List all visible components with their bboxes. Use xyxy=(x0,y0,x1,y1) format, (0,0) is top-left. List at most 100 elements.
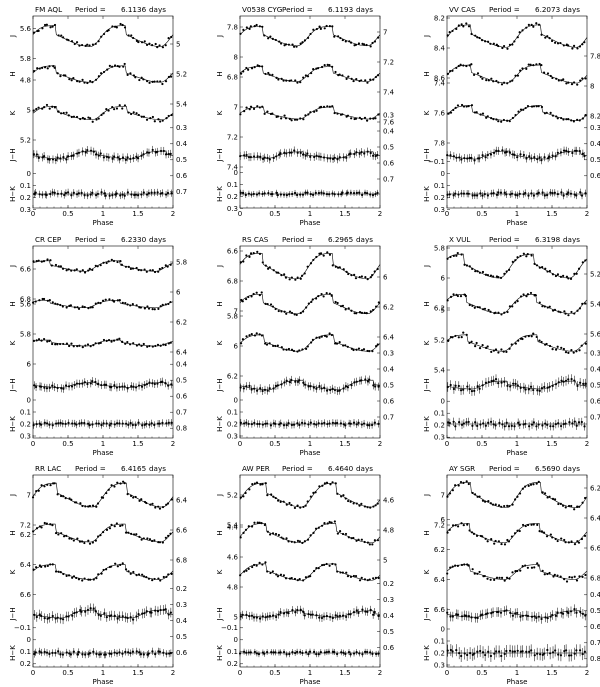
data-point xyxy=(33,192,36,196)
y-tick-label: 0.8 xyxy=(176,425,187,433)
data-point xyxy=(170,572,173,576)
data-point xyxy=(118,385,121,389)
y-tick-label: 0.7 xyxy=(176,409,187,417)
data-point xyxy=(581,612,585,615)
data-point xyxy=(355,191,358,194)
data-point xyxy=(363,116,367,119)
data-point xyxy=(271,112,274,115)
data-point xyxy=(341,38,344,42)
data-point xyxy=(369,151,372,155)
data-point xyxy=(492,42,495,45)
data-point xyxy=(451,524,455,527)
data-point xyxy=(38,67,41,70)
data-point xyxy=(576,505,579,508)
y-tick-label: 0.2 xyxy=(383,580,394,588)
data-point xyxy=(561,504,565,507)
data-point xyxy=(565,580,569,583)
data-point xyxy=(535,63,538,66)
data-point xyxy=(285,194,288,197)
data-point xyxy=(530,649,533,652)
data-point xyxy=(46,158,50,161)
data-point xyxy=(113,485,116,488)
data-point xyxy=(115,26,118,29)
data-point xyxy=(113,423,116,426)
data-point xyxy=(53,66,56,69)
data-point xyxy=(468,64,471,67)
data-point xyxy=(306,191,309,194)
data-point xyxy=(293,577,297,581)
data-point xyxy=(455,156,458,159)
model-curve xyxy=(32,339,174,347)
data-point xyxy=(331,157,335,161)
data-point xyxy=(272,495,275,498)
data-point xyxy=(350,117,353,120)
data-point xyxy=(65,306,68,309)
period-unit: days xyxy=(563,5,580,14)
y-tick-label: 0.4 xyxy=(590,140,600,148)
data-point xyxy=(167,534,170,537)
data-point xyxy=(65,615,68,618)
data-point xyxy=(59,342,62,346)
data-point xyxy=(328,422,331,425)
x-tick-label: 0.5 xyxy=(62,669,73,677)
data-point xyxy=(334,342,337,345)
data-point xyxy=(490,380,493,383)
data-point xyxy=(476,270,479,273)
data-point xyxy=(322,156,326,159)
data-point xyxy=(67,615,70,618)
data-point xyxy=(274,422,277,425)
data-point xyxy=(451,29,454,33)
data-point xyxy=(264,72,267,76)
data-point xyxy=(567,44,570,47)
data-point xyxy=(509,193,512,196)
data-point xyxy=(76,152,79,155)
period-label: Period = xyxy=(282,5,313,14)
data-point xyxy=(81,504,84,508)
data-point xyxy=(103,192,106,195)
data-point xyxy=(549,615,552,618)
data-point xyxy=(309,385,312,388)
data-point xyxy=(452,108,455,112)
data-point xyxy=(282,537,285,540)
data-point xyxy=(492,379,495,382)
data-point xyxy=(79,117,82,121)
data-point xyxy=(119,524,122,528)
y-tick-label: 0.7 xyxy=(590,413,600,421)
data-point xyxy=(511,571,514,574)
period-value: 6.2965 xyxy=(328,235,353,244)
data-point xyxy=(89,193,92,196)
data-point xyxy=(242,70,245,73)
data-point xyxy=(150,422,153,425)
data-point xyxy=(290,79,293,82)
data-point xyxy=(59,653,62,656)
data-point xyxy=(372,154,375,157)
data-point xyxy=(83,271,87,274)
data-point xyxy=(505,150,508,154)
data-point xyxy=(349,653,352,656)
data-point xyxy=(123,26,127,29)
data-point xyxy=(73,42,76,46)
data-point xyxy=(248,384,251,387)
data-point xyxy=(266,422,269,425)
data-point xyxy=(326,522,329,525)
data-point xyxy=(478,387,481,390)
data-point xyxy=(123,482,126,485)
data-point xyxy=(253,387,256,390)
data-point xyxy=(542,71,546,74)
data-point xyxy=(170,383,173,386)
data-point xyxy=(293,313,296,316)
data-point xyxy=(456,564,459,567)
y-axis-label: J−H xyxy=(423,607,431,621)
data-point xyxy=(121,422,124,425)
data-point xyxy=(549,533,552,536)
data-point xyxy=(366,81,369,84)
data-point xyxy=(334,563,337,566)
data-point xyxy=(162,651,165,654)
data-point xyxy=(241,300,244,303)
data-point xyxy=(43,521,46,525)
data-point xyxy=(84,44,87,47)
data-point xyxy=(32,153,36,156)
data-point xyxy=(138,535,141,538)
data-point xyxy=(545,535,549,538)
data-point xyxy=(366,278,369,281)
